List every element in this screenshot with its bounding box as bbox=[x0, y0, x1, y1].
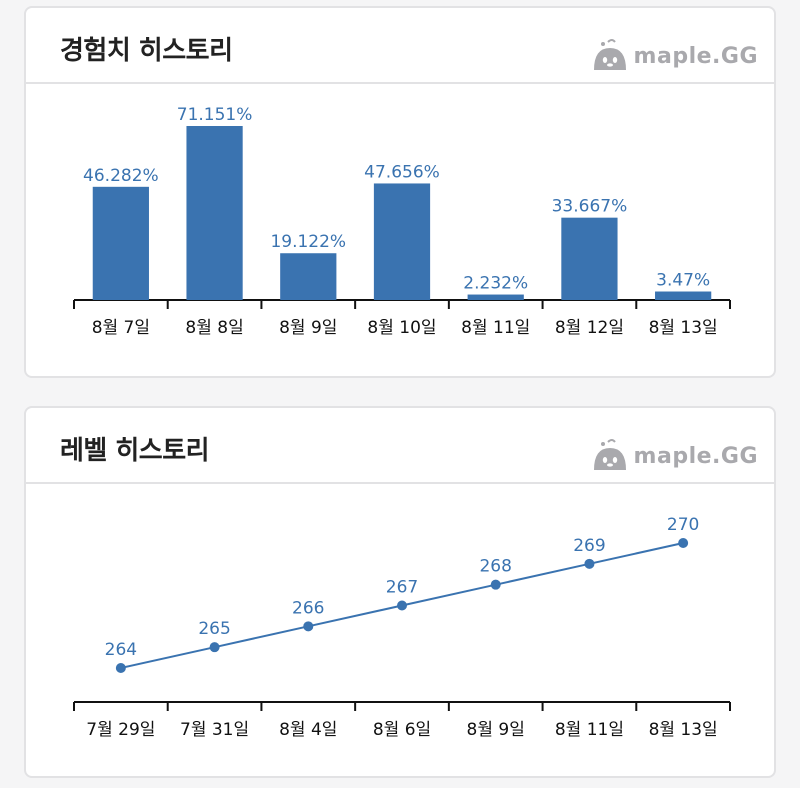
exp-bar bbox=[280, 253, 337, 300]
exp-bar bbox=[467, 294, 524, 300]
brand-name: maple.GG bbox=[633, 43, 758, 69]
level-point bbox=[678, 538, 689, 548]
brand-logo[interactable]: maple.GG bbox=[590, 436, 758, 476]
level-point-label: 267 bbox=[386, 578, 418, 598]
level-point bbox=[209, 642, 220, 653]
x-tick-label: 8월 11일 bbox=[555, 720, 624, 740]
level-point bbox=[303, 621, 314, 632]
exp-bar bbox=[92, 186, 149, 300]
x-tick-label: 8월 10일 bbox=[367, 318, 436, 338]
x-tick-label: 8월 4일 bbox=[279, 720, 337, 740]
x-tick-label: 8월 13일 bbox=[649, 318, 718, 338]
x-tick-label: 8월 9일 bbox=[467, 720, 525, 740]
level-point-label: 269 bbox=[573, 536, 605, 556]
exp-bar bbox=[561, 217, 618, 300]
exp-bar bbox=[186, 126, 243, 300]
x-tick-label: 8월 8일 bbox=[185, 318, 243, 338]
exp-bar bbox=[655, 291, 712, 300]
level-card-title: 레벨 히스토리 bbox=[60, 436, 210, 466]
x-tick-label: 8월 11일 bbox=[461, 318, 530, 338]
level-point bbox=[490, 579, 501, 590]
exp-bar bbox=[373, 183, 431, 300]
exp-bar-value-label: 71.151% bbox=[177, 105, 253, 125]
exp-bar-value-label: 47.656% bbox=[364, 162, 440, 182]
level-point-label: 266 bbox=[292, 598, 324, 618]
level-line-chart: 7월 29일 7월 31일 8월 4일 8월 6일 8월 9일 8월 11일 8월 13일 2… bbox=[73, 515, 731, 740]
brand-logo[interactable]: maple.GG bbox=[590, 36, 758, 76]
x-tick-label: 8월 9일 bbox=[279, 318, 337, 338]
level-history-card: 레벨 히스토리 maple.GG 7월 29일 7월 31일 8월 4일 8월 6일 8… bbox=[24, 406, 776, 778]
exp-bar-chart: 8월 7일 8월 8일 8월 9일 8월 10일 8월 11일 8월 12일 8월 13일 4… bbox=[73, 105, 731, 338]
level-point-label: 265 bbox=[198, 619, 230, 639]
level-point bbox=[584, 558, 595, 569]
exp-history-card: 경험치 히스토리 maple.GG 8월 7일 8월 8일 8월 9일 8월 10일 8… bbox=[24, 6, 776, 378]
level-card-header: 레벨 히스토리 maple.GG bbox=[26, 408, 774, 484]
x-tick-label: 8월 6일 bbox=[373, 720, 431, 740]
slime-logo-icon bbox=[590, 436, 630, 476]
x-tick-label: 8월 13일 bbox=[649, 720, 718, 740]
exp-card-title: 경험치 히스토리 bbox=[60, 36, 233, 66]
level-point bbox=[397, 600, 407, 611]
slime-logo-icon bbox=[590, 36, 630, 76]
exp-card-header: 경험치 히스토리 maple.GG bbox=[26, 8, 774, 84]
x-tick-label: 8월 7일 bbox=[92, 318, 150, 338]
level-point-label: 268 bbox=[479, 557, 511, 577]
brand-name: maple.GG bbox=[633, 443, 758, 469]
exp-bar-value-label: 3.47% bbox=[656, 271, 710, 291]
x-tick-label: 8월 12일 bbox=[555, 318, 624, 338]
exp-bar-value-label: 33.667% bbox=[552, 197, 628, 217]
exp-bar-value-label: 46.282% bbox=[83, 166, 159, 186]
exp-bar-value-label: 2.232% bbox=[463, 274, 528, 294]
exp-bar-value-label: 19.122% bbox=[270, 232, 346, 252]
level-point-label: 270 bbox=[667, 515, 699, 535]
x-tick-label: 7월 31일 bbox=[180, 720, 249, 740]
x-tick-label: 7월 29일 bbox=[86, 720, 155, 740]
level-point-label: 264 bbox=[105, 640, 137, 660]
level-point bbox=[115, 663, 126, 673]
